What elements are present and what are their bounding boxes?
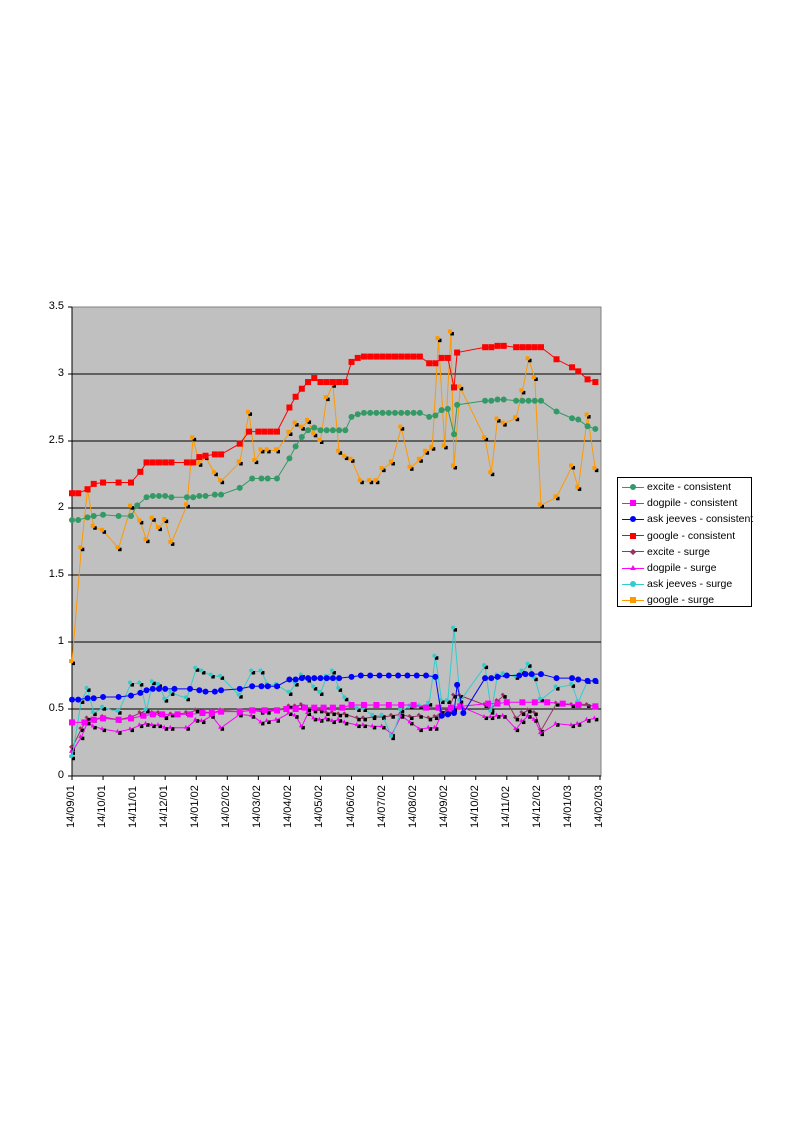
legend-label: dogpile - surge	[647, 562, 717, 574]
x-tick-label: 14/05/02	[313, 785, 326, 828]
y-tick-label: 2.5	[48, 434, 64, 446]
y-tick-label: 1.5	[48, 568, 64, 580]
legend-item: ask jeeves - consistent	[622, 511, 753, 527]
legend-swatch-icon	[622, 595, 644, 605]
legend-swatch-icon	[622, 547, 644, 557]
legend-item: excite - consistent	[622, 479, 731, 495]
series-dogpile-consistent	[69, 699, 599, 726]
x-tick-label: 14/02/02	[220, 785, 233, 828]
y-tick-label: 2	[57, 501, 64, 513]
axes	[68, 306, 601, 780]
legend-item: excite - surge	[622, 544, 710, 560]
legend-label: google - consistent	[647, 529, 736, 542]
x-tick-label: 14/10/01	[96, 785, 109, 828]
legend-swatch-icon	[622, 482, 644, 492]
legend-swatch-icon	[622, 563, 644, 573]
x-tick-label: 14/10/02	[468, 785, 481, 828]
x-tick-label: 14/03/02	[251, 785, 264, 828]
legend-swatch-icon	[622, 514, 644, 524]
legend-label: excite - surge	[647, 545, 711, 558]
legend-swatch-icon	[622, 498, 644, 508]
x-tick-label: 14/12/02	[530, 785, 543, 828]
legend: excite - consistent dogpile - consistent a…	[617, 477, 753, 608]
legend-label: ask jeeves - consistent	[647, 513, 754, 526]
legend-item: dogpile - surge	[622, 560, 716, 576]
series-google-surge	[69, 329, 599, 666]
legend-label: dogpile - consistent	[647, 497, 738, 510]
legend-label: ask jeeves - surge	[647, 578, 733, 591]
y-tick-label: 0	[57, 769, 64, 781]
series-ask-jeeves-consistent	[69, 671, 599, 719]
legend-label: excite - consistent	[647, 481, 732, 493]
y-tick-label: 0.5	[48, 702, 64, 714]
plot-area	[71, 306, 602, 777]
legend-swatch-icon	[622, 579, 644, 589]
x-tick-label: 14/07/02	[375, 785, 388, 828]
gridlines	[72, 373, 601, 710]
x-tick-label: 14/09/02	[437, 785, 450, 828]
x-tick-label: 14/02/03	[593, 785, 605, 828]
legend-label: google - surge	[647, 594, 715, 607]
x-tick-label: 14/08/02	[406, 785, 419, 828]
x-tick-label: 14/06/02	[344, 785, 357, 828]
x-tick-label: 14/11/01	[127, 785, 140, 828]
legend-item: google - surge	[622, 592, 714, 608]
x-tick-label: 14/12/01	[158, 785, 171, 828]
x-tick-label: 14/11/02	[499, 785, 512, 828]
x-tick-label: 14/01/03	[561, 785, 574, 828]
series-layer	[69, 329, 599, 761]
legend-item: google - consistent	[622, 528, 735, 544]
y-tick-label: 3.5	[48, 300, 64, 312]
x-tick-label: 14/01/02	[189, 785, 202, 828]
x-tick-label: 14/09/01	[65, 785, 77, 828]
legend-item: dogpile - consistent	[622, 495, 737, 511]
series-google-consistent	[69, 342, 599, 497]
y-tick-label: 3	[57, 367, 64, 379]
legend-item: ask jeeves - surge	[622, 576, 732, 592]
y-tick-label: 1	[57, 635, 64, 647]
x-tick-label: 14/04/02	[282, 785, 295, 828]
legend-swatch-icon	[622, 531, 644, 541]
series-excite-consistent	[69, 396, 599, 524]
